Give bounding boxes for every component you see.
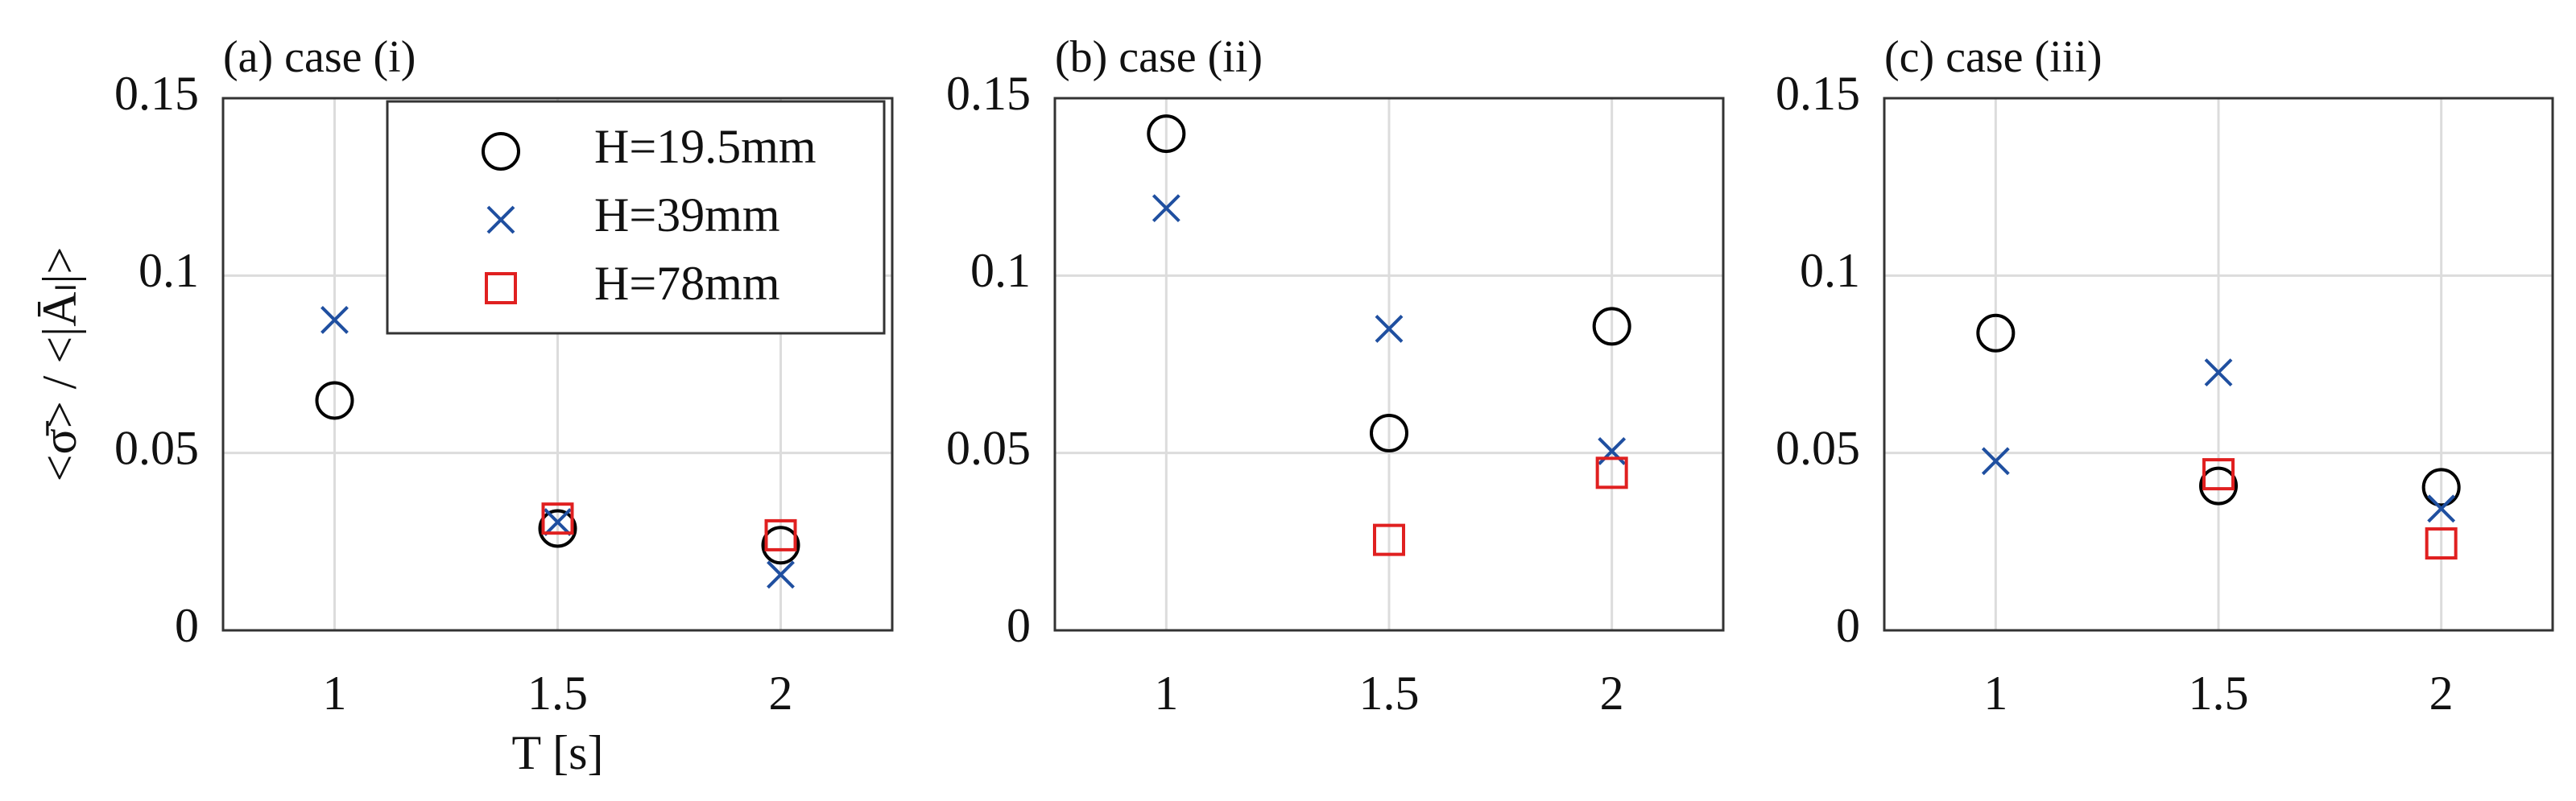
marker-circle [482,132,520,171]
marker-cross [1375,315,1404,343]
marker-square [2425,527,2458,560]
y-tick-label: 0.05 [946,421,1031,474]
y-tick-label: 0.15 [1776,67,1860,120]
marker-circle [1976,313,2016,353]
x-tick-label: 1.5 [1359,667,1420,720]
panel-title: (c) case (iii) [1884,32,2102,82]
y-tick-label: 0.1 [139,244,199,297]
x-tick-label: 1.5 [527,667,588,720]
marker-square [485,272,517,304]
x-tick-label: 2 [2429,667,2454,720]
legend-label: H=19.5mm [594,120,817,173]
marker-circle [1147,114,1186,154]
marker-square [1373,523,1405,556]
marker-circle [1592,307,1631,346]
marker-square [764,518,797,551]
marker-cross [2427,494,2456,523]
panel-title: (b) case (ii) [1055,32,1263,82]
y-tick-label: 0.15 [114,67,199,120]
y-tick-label: 0.1 [970,244,1031,297]
legend-label: H=78mm [594,257,780,310]
marker-circle [538,509,577,548]
x-tick-label: 2 [769,667,793,720]
y-tick-label: 0 [1836,599,1860,652]
marker-circle [761,526,800,565]
y-tick-label: 0.1 [1800,244,1860,297]
panel-title: (a) case (i) [223,32,416,82]
marker-square [541,502,574,535]
marker-circle [1370,413,1408,452]
legend-box [386,100,886,335]
marker-square [2202,458,2235,491]
legend-label: H=39mm [594,188,780,242]
y-tick-label: 0.05 [1776,421,1860,474]
marker-cross [1152,194,1180,223]
y-tick-label: 0 [175,599,199,652]
x-tick-label: 1 [1154,667,1178,720]
y-tick-label: 0 [1007,599,1031,652]
marker-cross [320,306,349,334]
y-tick-label: 0.05 [114,421,199,474]
x-tick-label: 1.5 [2189,667,2249,720]
x-tick-label: 2 [1600,667,1624,720]
x-tick-label: 1 [1983,667,2007,720]
marker-cross [1981,447,2010,476]
x-tick-label: 1 [323,667,347,720]
marker-cross [2204,358,2233,387]
x-axis-label: T [s] [512,726,604,779]
marker-cross [544,508,572,537]
axes-frame [1053,97,1725,632]
marker-square [1595,456,1628,489]
marker-cross [486,205,515,234]
y-tick-label: 0.15 [946,67,1031,120]
axes-frame [221,97,894,632]
axes-frame [1883,97,2554,632]
marker-cross [767,560,795,589]
marker-circle [2199,466,2238,506]
marker-circle [2421,468,2461,507]
marker-circle [315,381,354,420]
y-axis-label: <σ̄> / <|Āₗ|> [33,247,86,482]
